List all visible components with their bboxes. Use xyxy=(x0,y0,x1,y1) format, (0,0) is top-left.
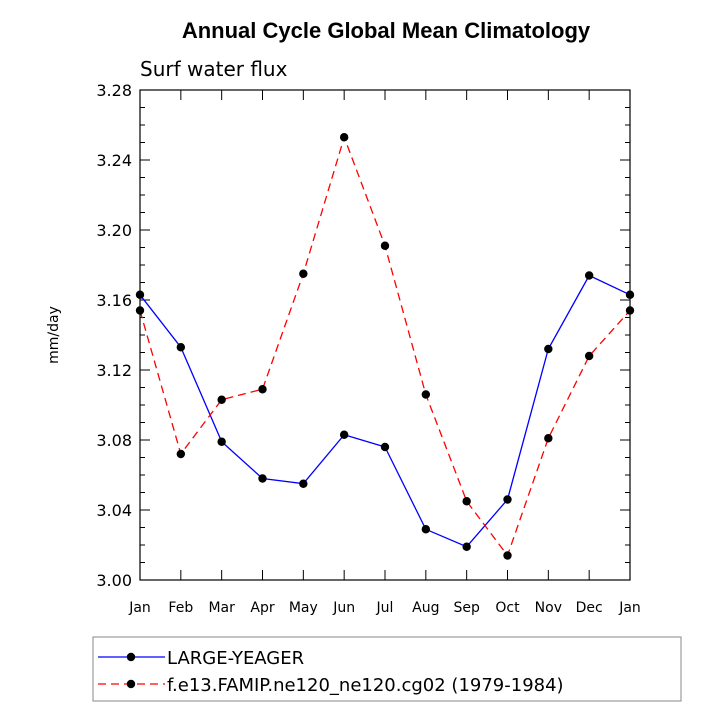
x-tick-label: Jun xyxy=(332,600,355,616)
x-tick-label: May xyxy=(289,600,318,616)
chart-subtitle: Surf water flux xyxy=(140,57,288,81)
legend-marker-2 xyxy=(126,679,136,689)
series-2-point xyxy=(462,497,471,506)
y-tick-label: 3.12 xyxy=(96,361,132,380)
series-1-point xyxy=(421,525,431,534)
series-1-point xyxy=(217,437,226,446)
y-tick-label: 3.04 xyxy=(96,501,132,520)
chart-title: Annual Cycle Global Mean Climatology xyxy=(182,18,591,43)
x-tick-label: Aug xyxy=(412,600,439,616)
legend-label-2: f.e13.FAMIP.ne120_ne120.cg02 (1979-1984) xyxy=(167,675,564,696)
series-1-point xyxy=(299,479,308,488)
x-tick-label: Sep xyxy=(453,600,480,616)
series-2-point xyxy=(339,133,349,142)
x-tick-label: Apr xyxy=(250,600,274,616)
series-2-point xyxy=(584,351,594,361)
legend: LARGE-YEAGER f.e13.FAMIP.ne120_ne120.cg02… xyxy=(92,636,682,702)
y-tick-label: 3.08 xyxy=(96,431,132,450)
series-line-1 xyxy=(139,274,631,548)
y-tick-label: 3.00 xyxy=(96,571,132,590)
y-tick-label: 3.16 xyxy=(96,291,132,310)
series-1-point xyxy=(503,495,512,504)
x-tick-label: Nov xyxy=(535,600,562,616)
x-tick-label: Jan xyxy=(618,600,641,616)
series-2-point xyxy=(299,269,308,278)
series-1-point xyxy=(380,442,390,452)
plot-frame xyxy=(139,89,631,581)
x-tick-label: Feb xyxy=(168,600,193,616)
series-1-point xyxy=(584,271,594,280)
x-tick-label: Mar xyxy=(208,600,235,616)
series-2-point xyxy=(380,241,390,250)
tick-layer: 3.00 3.04 3.08 3.12 3.16 3.20 3.24 3.28 Jan Feb Ma… xyxy=(96,81,640,616)
series-2-point xyxy=(217,395,226,404)
x-tick-label: Jul xyxy=(376,600,394,616)
series-1-point xyxy=(462,542,471,551)
legend-label-1: LARGE-YEAGER xyxy=(167,648,304,669)
x-tick-label: Jan xyxy=(128,600,151,616)
series-line-2 xyxy=(139,135,631,557)
legend-marker-1 xyxy=(126,652,136,662)
series-layer xyxy=(135,133,635,560)
x-tick-label: Oct xyxy=(495,600,520,616)
series-2-point xyxy=(258,385,267,394)
y-axis-label: mm/day xyxy=(46,306,62,364)
series-2-point xyxy=(544,434,553,443)
series-2-point xyxy=(176,449,186,459)
series-1-point xyxy=(258,474,267,483)
series-1-point xyxy=(176,343,186,352)
series-1-point xyxy=(544,344,553,354)
series-1-point xyxy=(339,430,349,439)
x-tick-label: Dec xyxy=(576,600,603,616)
y-tick-label: 3.20 xyxy=(96,221,132,240)
legend-box xyxy=(92,636,682,702)
series-2-point xyxy=(421,390,431,399)
series-2-point xyxy=(503,551,512,560)
y-tick-label: 3.28 xyxy=(96,81,132,100)
y-tick-label: 3.24 xyxy=(96,151,132,170)
